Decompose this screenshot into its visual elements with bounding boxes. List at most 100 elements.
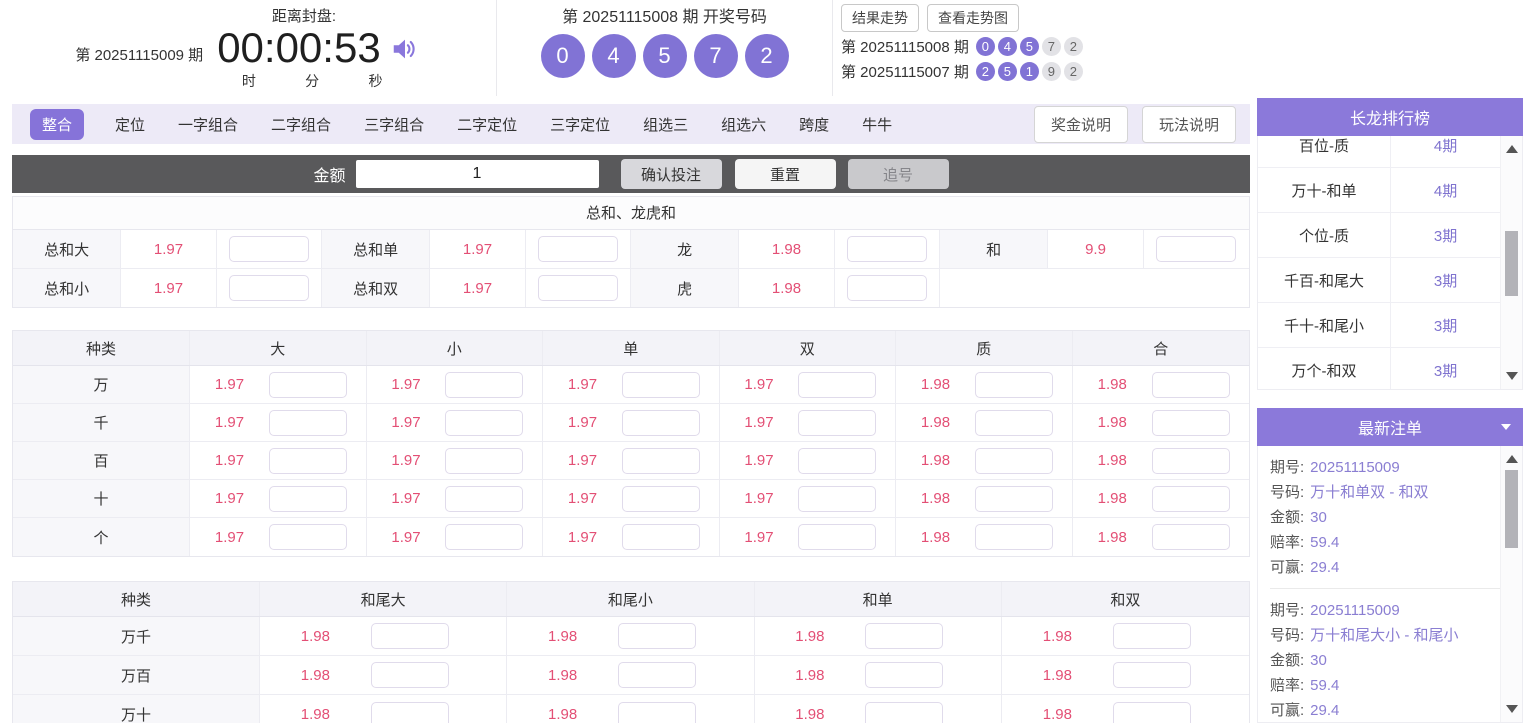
odds-value[interactable]: 1.97 — [567, 490, 598, 507]
odds-value[interactable]: 1.98 — [795, 706, 825, 723]
bet-amount-input[interactable] — [621, 371, 700, 398]
odds-value[interactable]: 1.97 — [744, 528, 774, 546]
bet-amount-input[interactable] — [228, 275, 309, 301]
play-tab[interactable]: 组选三 — [643, 116, 689, 134]
scroll-down-icon[interactable] — [1506, 372, 1518, 380]
odds-value[interactable]: 1.97 — [391, 414, 421, 431]
bet-amount-input[interactable] — [268, 371, 347, 398]
odds-value[interactable]: 1.98 — [1042, 627, 1072, 645]
odds-value[interactable]: 1.98 — [920, 528, 951, 546]
odds-value[interactable]: 1.98 — [1042, 706, 1072, 723]
odds-value[interactable]: 1.97 — [214, 452, 245, 469]
bet-amount-input[interactable] — [537, 236, 618, 262]
bet-amount-input[interactable] — [1151, 524, 1230, 550]
bet-amount-input[interactable] — [445, 447, 524, 474]
odds-value[interactable]: 1.98 — [548, 666, 578, 684]
odds-value[interactable]: 1.98 — [1097, 490, 1127, 507]
odds-value[interactable]: 1.97 — [391, 376, 421, 393]
bet-amount-input[interactable] — [974, 524, 1053, 550]
odds-value[interactable]: 1.97 — [744, 414, 774, 431]
odds-value[interactable]: 1.97 — [214, 376, 245, 393]
speaker-icon[interactable] — [389, 34, 421, 64]
odds-value[interactable]: 1.97 — [567, 528, 598, 546]
orders-scrollbar[interactable] — [1500, 446, 1522, 722]
odds-value[interactable]: 1.97 — [567, 414, 598, 431]
play-tab[interactable]: 跨度 — [799, 116, 830, 134]
collapse-caret-icon[interactable] — [1501, 424, 1511, 430]
bet-amount-input[interactable] — [846, 275, 927, 301]
bet-amount-input[interactable] — [445, 409, 524, 436]
scroll-up-icon[interactable] — [1506, 455, 1518, 463]
odds-value[interactable]: 1.98 — [920, 490, 951, 507]
play-tab[interactable]: 二字组合 — [271, 116, 332, 134]
reset-button[interactable]: 重置 — [734, 159, 836, 189]
bet-amount-input[interactable] — [1151, 409, 1230, 436]
bet-amount-input[interactable] — [974, 371, 1053, 398]
play-tab[interactable]: 三字定位 — [550, 116, 611, 134]
odds-value[interactable]: 1.98 — [1097, 452, 1127, 469]
odds-value[interactable]: 1.98 — [795, 666, 825, 684]
amount-input[interactable] — [355, 160, 599, 188]
scroll-down-icon[interactable] — [1506, 705, 1518, 713]
odds-value[interactable]: 1.97 — [430, 230, 526, 268]
odds-value[interactable]: 1.97 — [391, 528, 421, 546]
bet-amount-input[interactable] — [370, 662, 449, 688]
bet-amount-input[interactable] — [268, 524, 347, 550]
bet-amount-input[interactable] — [1151, 371, 1230, 398]
odds-value[interactable]: 1.98 — [1097, 414, 1127, 431]
bet-amount-input[interactable] — [1113, 662, 1191, 688]
prize-info-button[interactable]: 奖金说明 — [1033, 105, 1128, 143]
play-tab[interactable]: 三字组合 — [364, 116, 425, 134]
bet-amount-input[interactable] — [846, 236, 927, 262]
confirm-bet-button[interactable]: 确认投注 — [620, 159, 722, 189]
bet-amount-input[interactable] — [865, 662, 944, 688]
play-tab[interactable]: 一字组合 — [178, 116, 239, 134]
play-tab[interactable]: 定位 — [115, 116, 146, 134]
bet-amount-input[interactable] — [865, 623, 944, 649]
bet-amount-input[interactable] — [798, 524, 877, 550]
odds-value[interactable]: 1.98 — [920, 376, 951, 393]
odds-value[interactable]: 1.97 — [567, 452, 598, 469]
odds-value[interactable]: 1.97 — [391, 490, 421, 507]
play-tab[interactable]: 整合 — [30, 108, 85, 140]
bet-amount-input[interactable] — [621, 485, 700, 512]
odds-value[interactable]: 1.98 — [300, 706, 330, 723]
odds-value[interactable]: 1.98 — [548, 627, 578, 645]
bet-amount-input[interactable] — [537, 275, 618, 301]
odds-value[interactable]: 1.98 — [920, 414, 951, 431]
rank-scrollbar[interactable] — [1500, 136, 1522, 389]
odds-value[interactable]: 1.98 — [548, 706, 578, 723]
odds-value[interactable]: 1.97 — [391, 452, 421, 469]
bet-amount-input[interactable] — [1151, 447, 1230, 474]
bet-amount-input[interactable] — [621, 524, 700, 550]
bet-amount-input[interactable] — [798, 409, 877, 436]
bet-amount-input[interactable] — [798, 371, 877, 398]
odds-value[interactable]: 1.98 — [1042, 666, 1072, 684]
bet-amount-input[interactable] — [370, 623, 449, 649]
odds-value[interactable]: 1.97 — [121, 230, 217, 268]
play-tab[interactable]: 组选六 — [721, 116, 767, 134]
odds-value[interactable]: 1.97 — [744, 376, 774, 393]
bet-amount-input[interactable] — [370, 701, 449, 723]
bet-amount-input[interactable] — [445, 371, 524, 398]
odds-value[interactable]: 1.97 — [744, 452, 774, 469]
bet-amount-input[interactable] — [1156, 236, 1237, 262]
bet-amount-input[interactable] — [445, 524, 524, 550]
bet-amount-input[interactable] — [798, 447, 877, 474]
bet-amount-input[interactable] — [618, 623, 697, 649]
bet-amount-input[interactable] — [268, 485, 347, 512]
bet-amount-input[interactable] — [268, 409, 347, 436]
play-tab[interactable]: 牛牛 — [862, 116, 893, 134]
odds-value[interactable]: 1.98 — [300, 666, 330, 684]
scroll-up-icon[interactable] — [1506, 145, 1518, 153]
rules-info-button[interactable]: 玩法说明 — [1141, 105, 1236, 143]
bet-amount-input[interactable] — [974, 447, 1053, 474]
bet-amount-input[interactable] — [974, 409, 1053, 436]
bet-amount-input[interactable] — [445, 485, 524, 512]
odds-value[interactable]: 1.98 — [739, 269, 835, 307]
bet-amount-input[interactable] — [798, 485, 877, 512]
bet-amount-input[interactable] — [1113, 701, 1191, 723]
bet-amount-input[interactable] — [621, 447, 700, 474]
odds-value[interactable]: 1.97 — [214, 414, 245, 431]
result-trend-button[interactable]: 结果走势 — [841, 4, 919, 32]
